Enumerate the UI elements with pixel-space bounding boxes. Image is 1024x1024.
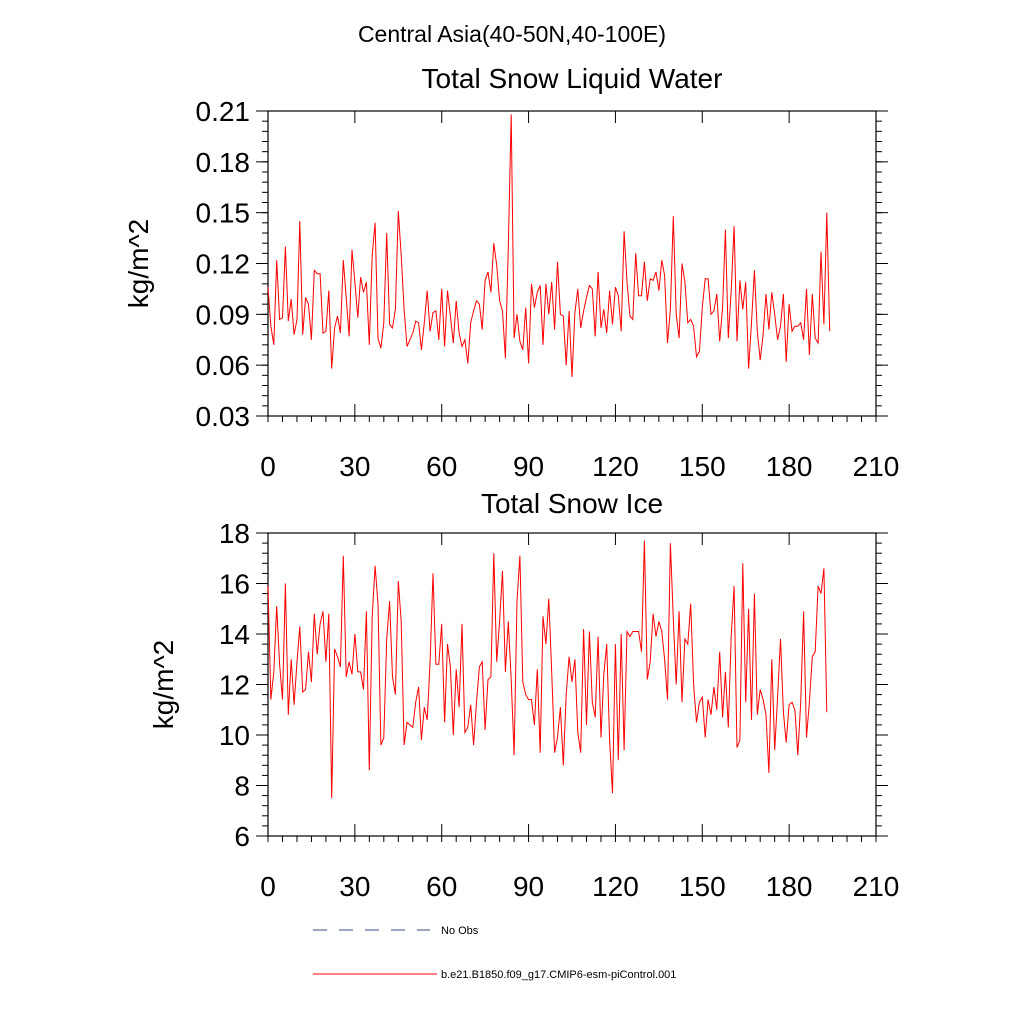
liquid-y-tick-label: 0.18	[196, 147, 251, 178]
ice-y-tick-label: 18	[219, 518, 250, 549]
liquid-y-tick-label: 0.03	[196, 401, 251, 432]
ice-x-tick-label: 120	[592, 871, 639, 902]
ice-series-line	[267, 540, 828, 799]
liquid-series-line	[267, 114, 831, 378]
legend-label-model: b.e21.B1850.f09_g17.CMIP6-esm-piControl.…	[441, 969, 676, 981]
ice-x-tick-label: 60	[426, 871, 457, 902]
ice-y-tick-label: 14	[219, 619, 250, 650]
legend: No Obs b.e21.B1850.f09_g17.CMIP6-esm-piC…	[313, 925, 676, 981]
legend-label-no-obs: No Obs	[441, 925, 479, 937]
liquid-y-axis-label: kg/m^2	[123, 219, 154, 308]
ice-x-tick-label: 30	[339, 871, 370, 902]
ice-y-tick-label: 12	[219, 670, 250, 701]
ice-x-tick-label: 150	[679, 871, 726, 902]
ice-x-tick-label: 180	[766, 871, 813, 902]
ice-y-tick-label: 10	[219, 720, 250, 751]
liquid-y-tick-label: 0.21	[196, 96, 251, 127]
liquid-x-tick-label: 210	[853, 451, 900, 482]
ice-y-tick-label: 16	[219, 569, 250, 600]
liquid-y-tick-label: 0.15	[196, 198, 251, 229]
ice-y-tick-label: 6	[234, 821, 250, 852]
liquid-y-tick-label: 0.12	[196, 249, 251, 280]
liquid-x-tick-label: 60	[426, 451, 457, 482]
snow-ice-panel: Total Snow Ice 0 30 60 90 120 150 180 210 6 8 10 12 1…	[148, 488, 899, 902]
liquid-x-tick-label: 120	[592, 451, 639, 482]
figure-title: Central Asia(40-50N,40-100E)	[358, 21, 666, 47]
liquid-x-tick-label: 0	[260, 451, 276, 482]
liquid-y-tick-label: 0.09	[196, 299, 251, 330]
liquid-x-tick-label: 90	[513, 451, 544, 482]
ice-x-tick-label: 0	[260, 871, 276, 902]
ice-x-tick-label: 90	[513, 871, 544, 902]
ice-plot-frame	[267, 532, 877, 837]
ice-chart-title: Total Snow Ice	[481, 488, 663, 519]
liquid-x-tick-label: 150	[679, 451, 726, 482]
ice-x-tick-label: 210	[853, 871, 900, 902]
ice-y-axis-label: kg/m^2	[148, 640, 179, 729]
ice-y-tick-label: 8	[234, 771, 250, 802]
snow-liquid-water-panel: Total Snow Liquid Water 0 30 60 90 120 150 180 2…	[123, 63, 899, 482]
liquid-y-tick-label: 0.06	[196, 350, 251, 381]
liquid-chart-title: Total Snow Liquid Water	[422, 63, 723, 94]
liquid-x-tick-label: 30	[339, 451, 370, 482]
liquid-x-tick-label: 180	[766, 451, 813, 482]
